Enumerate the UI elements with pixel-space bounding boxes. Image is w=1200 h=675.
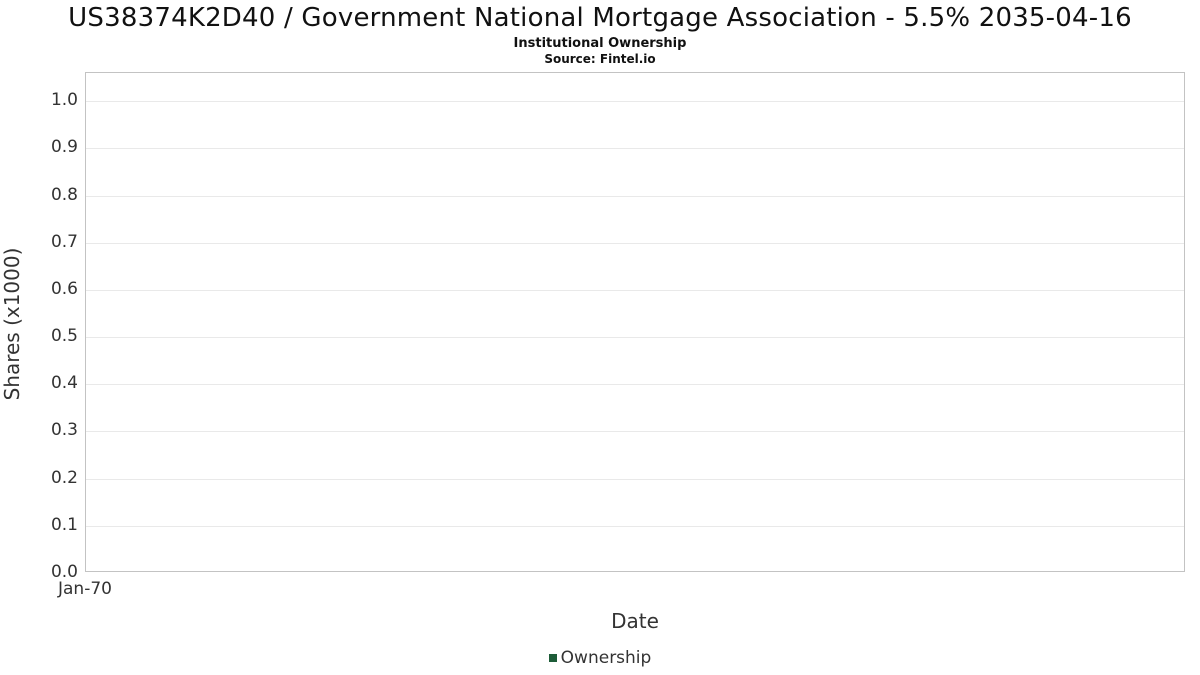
y-tick-label: 0.4 <box>50 373 78 393</box>
x-tick-jan-70: Jan-70 <box>58 579 112 599</box>
y-tick-label: 0.6 <box>50 279 78 299</box>
plot-area <box>85 72 1185 572</box>
gridline <box>86 101 1184 102</box>
chart-subtitle: Institutional Ownership <box>513 36 687 51</box>
y-tick-label: 0.7 <box>50 232 78 252</box>
gridline <box>86 148 1184 149</box>
x-axis-label: Date <box>611 609 659 633</box>
gridline <box>86 290 1184 291</box>
y-axis-label: Shares (x1000) <box>0 247 24 401</box>
y-tick-label: 1.0 <box>50 90 78 110</box>
y-tick-label: 0.8 <box>50 185 78 205</box>
chart-source: Source: Fintel.io <box>544 52 656 66</box>
legend-swatch-icon <box>548 654 557 662</box>
gridline <box>86 431 1184 432</box>
gridline <box>86 196 1184 197</box>
y-tick-label: 0.1 <box>50 515 78 535</box>
chart-title: US38374K2D40 / Government National Mortg… <box>68 3 1132 33</box>
legend-item-ownership: Ownership <box>548 648 652 668</box>
y-tick-label: 0.3 <box>50 420 78 440</box>
gridline <box>86 384 1184 385</box>
y-tick-label: 0.2 <box>50 468 78 488</box>
y-tick-label: 0.0 <box>50 562 78 582</box>
legend-label: Ownership <box>560 648 652 668</box>
y-tick-label: 0.9 <box>50 137 78 157</box>
gridline <box>86 243 1184 244</box>
gridline <box>86 526 1184 527</box>
gridline <box>86 479 1184 480</box>
y-tick-label: 0.5 <box>50 326 78 346</box>
legend: Ownership <box>0 648 1200 668</box>
gridline <box>86 337 1184 338</box>
